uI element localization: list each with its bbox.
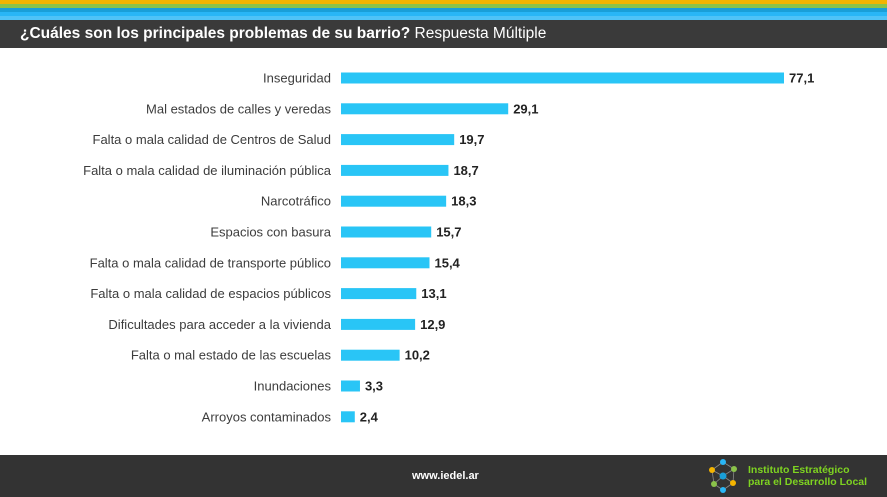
data-label: 15,4: [434, 255, 460, 270]
category-label: Inseguridad: [263, 71, 331, 86]
bar-chart: Inseguridad 77,1 Mal estados de calles y v…: [83, 71, 814, 425]
bar: [341, 164, 449, 176]
bar: [341, 411, 355, 423]
category-label: Falta o mal estado de las escuelas: [131, 348, 332, 363]
category-label: Falta o mala calidad de Centros de Salud: [93, 132, 331, 147]
bar: [341, 226, 432, 238]
data-label: 15,7: [436, 225, 461, 240]
stripe: [0, 4, 887, 8]
question-text: ¿Cuáles son los principales problemas de…: [20, 25, 411, 42]
bar: [341, 349, 400, 361]
bar: [341, 103, 509, 115]
bar: [341, 380, 360, 392]
data-label: 19,7: [459, 132, 484, 147]
category-label: Falta o mala calidad de transporte públi…: [90, 255, 331, 270]
bar: [341, 288, 417, 300]
data-label: 29,1: [513, 101, 538, 116]
stripe: [0, 12, 887, 16]
category-label: Inundaciones: [254, 379, 332, 394]
organization-name: Instituto Estratégico para el Desarrollo…: [748, 464, 867, 488]
bar: [341, 195, 447, 207]
stripe: [0, 8, 887, 12]
data-label: 3,3: [365, 379, 383, 394]
data-label: 10,2: [405, 348, 430, 363]
category-label: Falta o mala calidad de espacios público…: [90, 286, 331, 301]
data-label: 77,1: [789, 71, 814, 86]
data-label: 2,4: [360, 409, 379, 424]
website-link[interactable]: www.iedel.ar: [412, 470, 479, 482]
subtitle-text: Respuesta Múltiple: [414, 25, 547, 42]
bar: [341, 72, 784, 84]
network-logo-icon: [709, 459, 737, 493]
category-label: Mal estados de calles y veredas: [146, 101, 331, 116]
bar: [341, 134, 455, 146]
category-label: Arroyos contaminados: [202, 409, 332, 424]
bar: [341, 257, 430, 269]
category-label: Espacios con basura: [210, 225, 331, 240]
organization-name-line2: para el Desarrollo Local: [748, 476, 868, 488]
data-label: 13,1: [421, 286, 446, 301]
stripe: [0, 0, 887, 4]
footer: www.iedel.ar Instituto Estratégico para …: [0, 455, 887, 497]
stripe: [0, 16, 887, 20]
data-label: 18,7: [453, 163, 478, 178]
category-label: Dificultades para acceder a la vivienda: [108, 317, 331, 332]
bar: [341, 318, 416, 330]
data-label: 18,3: [451, 194, 476, 209]
color-stripes: [0, 0, 887, 20]
data-label: 12,9: [420, 317, 445, 332]
chart-header: ¿Cuáles son los principales problemas de…: [0, 20, 887, 48]
organization-name-line1: Instituto Estratégico: [748, 464, 850, 476]
category-label: Falta o mala calidad de iluminación públ…: [83, 163, 332, 178]
category-label: Narcotráfico: [261, 194, 331, 209]
